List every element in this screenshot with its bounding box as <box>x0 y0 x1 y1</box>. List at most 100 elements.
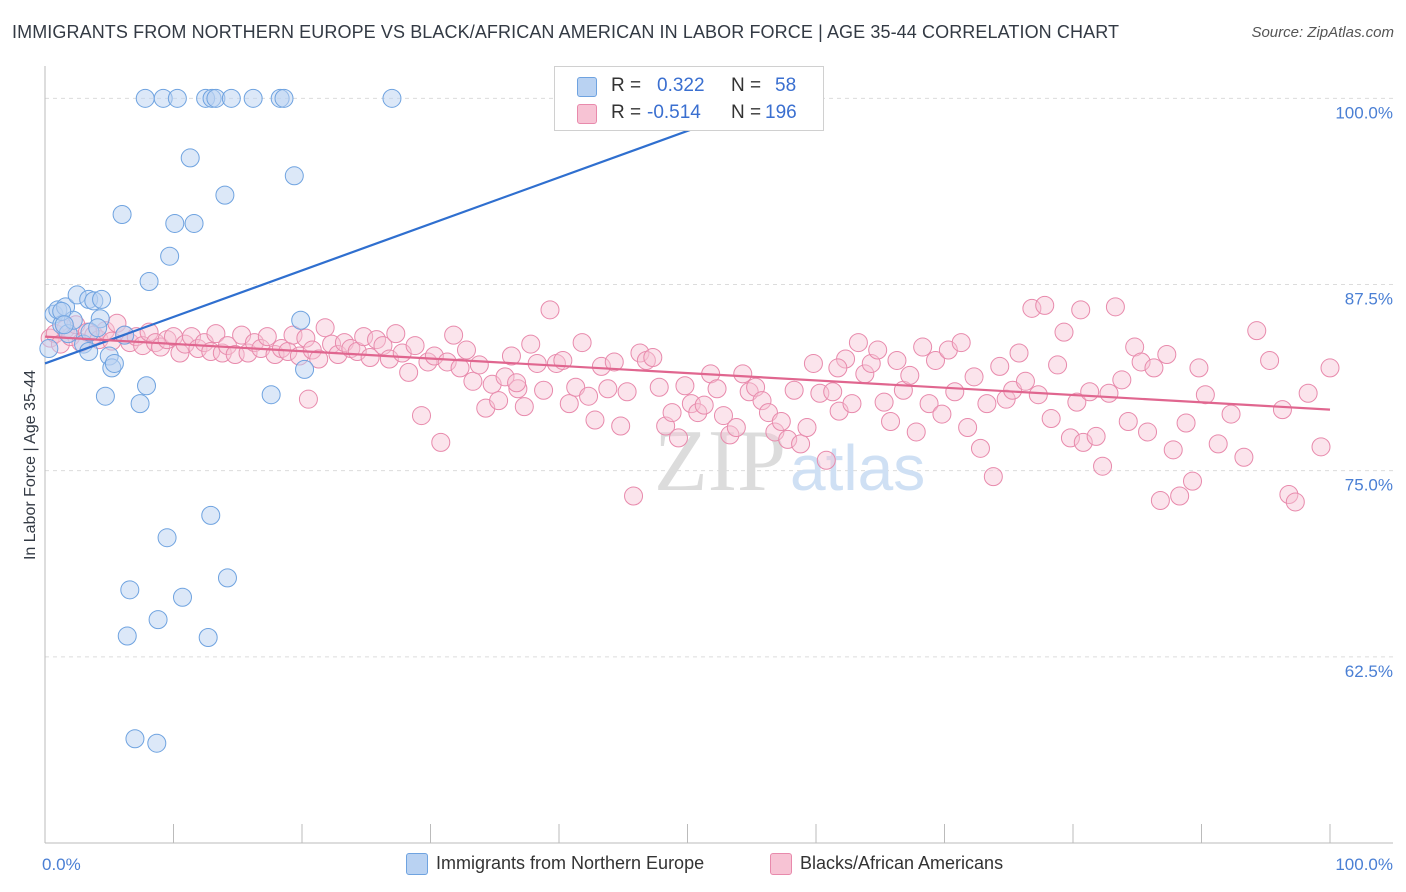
data-point-blacks <box>669 428 689 448</box>
data-point-blacks <box>1138 422 1158 442</box>
data-point-blacks <box>649 377 669 397</box>
data-point-blacks <box>828 358 848 378</box>
series-northern-europe-points <box>39 88 800 753</box>
data-point-blacks <box>534 380 554 400</box>
data-point-blacks <box>1041 409 1061 429</box>
data-point-blacks <box>771 412 791 432</box>
data-point-blacks <box>624 486 644 506</box>
data-point-blacks <box>1067 392 1087 412</box>
legend-swatch-blue <box>577 77 597 97</box>
data-point-northern-europe <box>92 289 112 309</box>
data-point-blacks <box>617 382 637 402</box>
data-point-blacks <box>296 328 316 348</box>
data-point-blacks <box>1009 343 1029 363</box>
data-point-northern-europe <box>165 213 185 233</box>
data-point-northern-europe <box>215 185 235 205</box>
legend-n-label: N = <box>731 102 762 123</box>
data-point-blacks <box>881 412 901 432</box>
data-point-blacks <box>1272 400 1292 420</box>
data-point-blacks <box>456 340 476 360</box>
data-point-blacks <box>604 352 624 372</box>
y-tick-label: 75.0% <box>1345 476 1393 495</box>
data-point-blacks <box>919 394 939 414</box>
data-point-northern-europe <box>243 88 263 108</box>
data-point-blacks <box>1118 412 1138 432</box>
data-point-northern-europe <box>291 310 311 330</box>
trend-lines <box>44 97 1331 411</box>
data-point-blacks <box>598 379 618 399</box>
data-point-northern-europe <box>198 627 218 647</box>
x-tick-label: 0.0% <box>42 855 81 874</box>
data-point-northern-europe <box>135 88 155 108</box>
data-point-blacks <box>1195 385 1215 405</box>
data-point-blacks <box>1150 490 1170 510</box>
data-point-blacks <box>726 417 746 437</box>
data-point-blacks <box>412 406 432 426</box>
data-point-northern-europe <box>39 339 59 359</box>
data-point-blacks <box>521 334 541 354</box>
bottom-legend-label: Immigrants from Northern Europe <box>436 853 705 873</box>
data-point-blacks <box>797 417 817 437</box>
tick-labels: 62.5% 75.0% 87.5% 100.0% 0.0% 100.0% <box>42 103 1393 874</box>
data-point-northern-europe <box>284 166 304 186</box>
data-point-northern-europe <box>95 386 115 406</box>
data-point-blacks <box>694 395 714 415</box>
data-point-blacks <box>379 349 399 369</box>
axes <box>44 66 1393 844</box>
correlation-legend: R = 0.322 N = 58 R = -0.514 N = 196 <box>554 66 824 131</box>
data-point-blacks <box>842 394 862 414</box>
legend-n-value: 196 <box>765 102 797 123</box>
data-point-northern-europe <box>261 385 281 405</box>
data-point-blacks <box>309 349 329 369</box>
watermark-atlas: atlas <box>790 432 925 504</box>
data-point-blacks <box>1086 426 1106 446</box>
data-point-blacks <box>469 355 489 375</box>
data-point-blacks <box>784 380 804 400</box>
data-point-blacks <box>1285 492 1305 512</box>
data-point-northern-europe <box>157 528 177 548</box>
data-point-blacks <box>713 406 733 426</box>
data-point-blacks <box>1015 371 1035 391</box>
x-tick-label: 100.0% <box>1335 855 1393 874</box>
data-point-blacks <box>1112 370 1132 390</box>
data-point-blacks <box>630 343 650 363</box>
data-point-northern-europe <box>112 205 132 225</box>
data-point-blacks <box>733 364 753 384</box>
legend-row-northern-europe: R = 0.322 N = 58 <box>555 74 823 100</box>
data-point-blacks <box>591 356 611 376</box>
data-point-blacks <box>887 350 907 370</box>
data-point-blacks <box>778 429 798 449</box>
data-point-blacks <box>932 404 952 424</box>
data-point-blacks <box>1320 358 1340 378</box>
data-point-blacks <box>1183 471 1203 491</box>
data-point-blacks <box>803 353 823 373</box>
data-point-blacks <box>913 337 933 357</box>
data-point-blacks <box>983 467 1003 487</box>
data-point-blacks <box>1105 297 1125 317</box>
y-tick-label: 100.0% <box>1335 103 1393 122</box>
chart-title: IMMIGRANTS FROM NORTHERN EUROPE VS BLACK… <box>12 22 1120 42</box>
data-point-blacks <box>906 422 926 442</box>
data-point-blacks <box>405 336 425 356</box>
data-point-blacks <box>675 376 695 396</box>
data-point-blacks <box>283 325 303 345</box>
data-point-blacks <box>951 333 971 353</box>
legend-n-value: 58 <box>775 75 797 96</box>
data-point-blacks <box>643 347 663 367</box>
data-point-northern-europe <box>172 587 192 607</box>
data-point-blacks <box>579 386 599 406</box>
data-point-blacks <box>572 333 592 353</box>
data-point-northern-europe <box>137 376 157 396</box>
data-point-blacks <box>206 324 226 344</box>
bottom-legend-swatch-pink <box>770 853 792 875</box>
data-point-blacks <box>315 318 335 338</box>
data-point-blacks <box>707 379 727 399</box>
data-point-blacks <box>1028 385 1048 405</box>
data-point-northern-europe <box>120 580 140 600</box>
data-point-blacks <box>1298 383 1318 403</box>
data-point-northern-europe <box>148 610 168 630</box>
trend-line-blacks <box>44 335 1331 411</box>
data-point-blacks <box>1221 404 1241 424</box>
data-point-blacks <box>611 416 631 436</box>
data-point-blacks <box>1071 300 1091 320</box>
